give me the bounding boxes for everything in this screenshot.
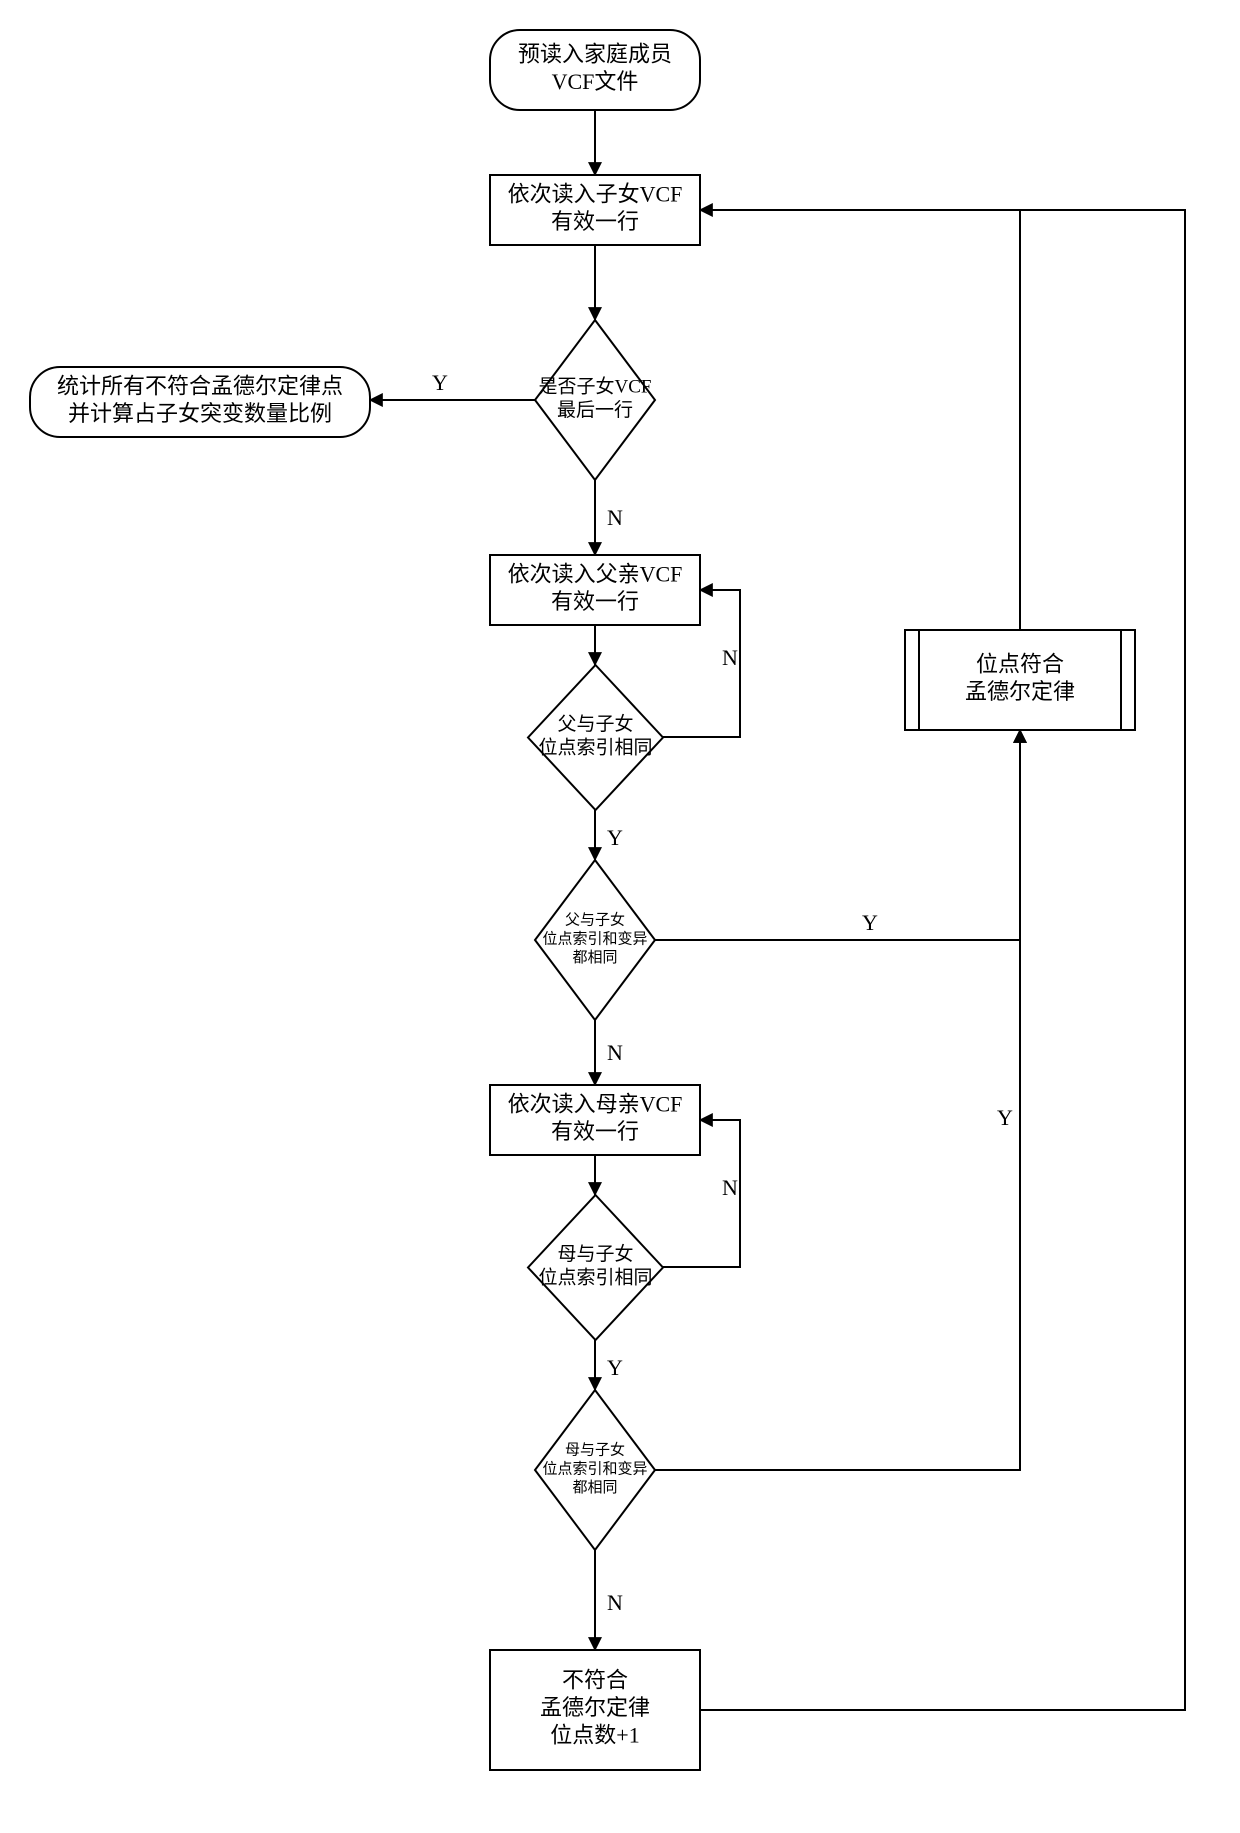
edge-label: Y (607, 1355, 623, 1380)
edge-label: N (722, 645, 738, 670)
node-text: 都相同 (572, 949, 617, 966)
node-text: 有效一行 (551, 589, 639, 614)
node-text: 父与子女 (557, 713, 633, 735)
node-text: 最后一行 (557, 399, 633, 421)
node-text: 位点符合 (976, 651, 1064, 676)
node-text: 依次读入父亲VCF (508, 561, 683, 586)
node-text: 统计所有不符合孟德尔定律点 (57, 373, 343, 398)
node-text: 都相同 (572, 1479, 617, 1496)
node-text: 不符合 (562, 1668, 628, 1693)
edge-label: N (722, 1175, 738, 1200)
node-text: 依次读入子女VCF (508, 181, 683, 206)
node-text: 并计算占子女突变数量比例 (68, 401, 332, 426)
node-text: 位点索引和变异 (542, 930, 647, 947)
node-text: 父与子女 (565, 911, 625, 929)
edge-label: N (607, 505, 623, 530)
node-text: 有效一行 (551, 1119, 639, 1144)
node-text: 位点数+1 (550, 1723, 639, 1748)
edge-label: N (607, 1040, 623, 1065)
node-text: 母与子女 (565, 1441, 625, 1459)
node-text: 孟德尔定律 (965, 679, 1075, 704)
node-text: 孟德尔定律 (540, 1695, 650, 1720)
node-text: 有效一行 (551, 209, 639, 234)
node-text: 母与子女 (557, 1243, 633, 1265)
edge-label: N (607, 1590, 623, 1615)
node-text: 位点索引相同 (538, 1267, 652, 1289)
node-text: 位点索引和变异 (542, 1460, 647, 1477)
edge-label: Y (432, 370, 448, 395)
node-text: 位点索引相同 (538, 737, 652, 759)
edge (700, 210, 1185, 1710)
node-text: 依次读入母亲VCF (508, 1091, 683, 1116)
node-text: 是否子女VCF (539, 375, 652, 397)
edge (655, 730, 1020, 940)
edge (700, 210, 1020, 630)
edge-label: Y (862, 910, 878, 935)
node-text: 预读入家庭成员 (518, 41, 672, 66)
edge (655, 730, 1020, 1470)
edge-label: Y (607, 825, 623, 850)
edge-label: Y (997, 1105, 1013, 1130)
node-text: VCF文件 (552, 69, 639, 94)
